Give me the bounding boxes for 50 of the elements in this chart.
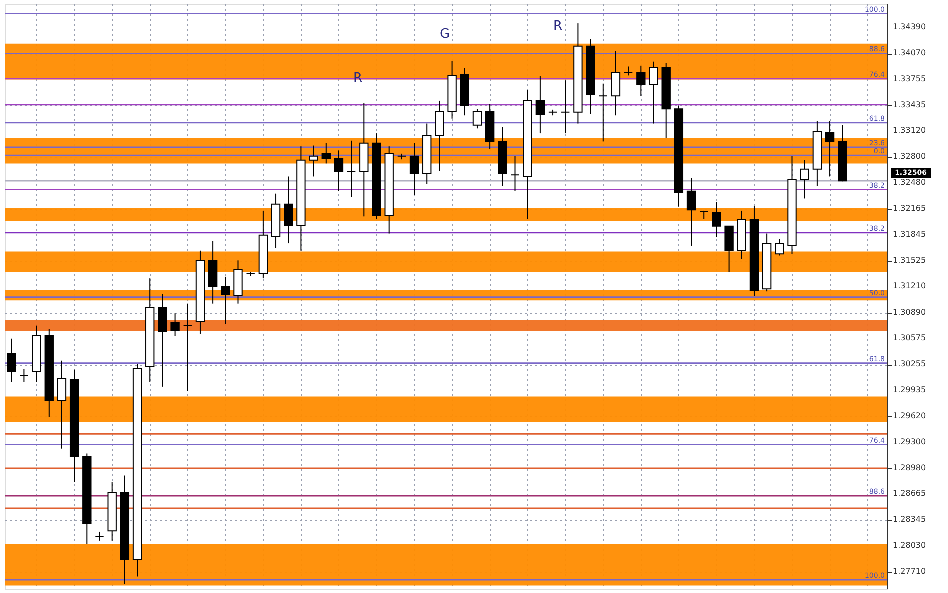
candlestick: [346, 140, 356, 198]
y-tick-label: 1.31525: [893, 256, 926, 266]
y-tick-label: 1.28980: [893, 463, 926, 472]
y-tick-label: 1.32480: [893, 178, 926, 188]
candlestick: [686, 178, 696, 246]
candlestick: [309, 145, 318, 178]
candlestick: [57, 360, 67, 450]
annotation: G: [440, 27, 450, 42]
y-tick-label: 1.29620: [893, 411, 926, 420]
y-tick-label: 1.30890: [893, 308, 926, 317]
candlestick: [170, 313, 180, 337]
candlestick: [611, 50, 621, 116]
y-tick-label: 1.30255: [893, 360, 926, 369]
candlestick: [510, 156, 520, 192]
y-tick-label: 1.30575: [893, 333, 926, 342]
candlestick: [183, 303, 192, 392]
y-tick-label: 1.27710: [893, 566, 926, 576]
candlestick: [536, 76, 546, 134]
candlestick: [472, 108, 482, 130]
annotation: R: [553, 19, 563, 34]
candlestick: [561, 80, 570, 134]
y-tick-label: 1.34070: [893, 48, 926, 58]
y-tick-label: 1.29300: [893, 437, 926, 446]
candlestick: [825, 120, 835, 178]
candlestick: [410, 142, 420, 196]
y-tick-label: 1.33435: [893, 100, 926, 110]
candlestick: [158, 294, 168, 388]
candlestick: [284, 176, 294, 244]
candlestick: [7, 338, 16, 383]
y-tick-label: 1.34390: [893, 22, 926, 32]
y-tick-label: 1.33755: [893, 74, 926, 84]
candlestick: [598, 83, 608, 142]
candlestick: [636, 65, 646, 97]
y-tick-label: 1.32800: [893, 152, 926, 162]
candlestick: [800, 160, 810, 200]
candlestick: [649, 61, 658, 124]
y-tick-label: 1.33120: [893, 126, 926, 136]
candlestick: [334, 150, 344, 192]
candlestick: [20, 368, 29, 383]
candlestick: [775, 238, 784, 256]
y-tick-label: 1.29935: [893, 386, 926, 395]
y-tick-label: 1.31845: [893, 230, 926, 239]
y-tick-label: 1.28030: [893, 540, 926, 550]
candlestick: [322, 142, 331, 164]
candlestick: [712, 201, 722, 238]
y-tick-label: 1.28665: [893, 489, 926, 498]
y-tick-label: 1.28345: [893, 515, 926, 524]
y-tick-label: 1.32165: [893, 204, 926, 213]
y-tick-label: 1.31210: [893, 282, 926, 291]
candlestick: [221, 276, 230, 325]
